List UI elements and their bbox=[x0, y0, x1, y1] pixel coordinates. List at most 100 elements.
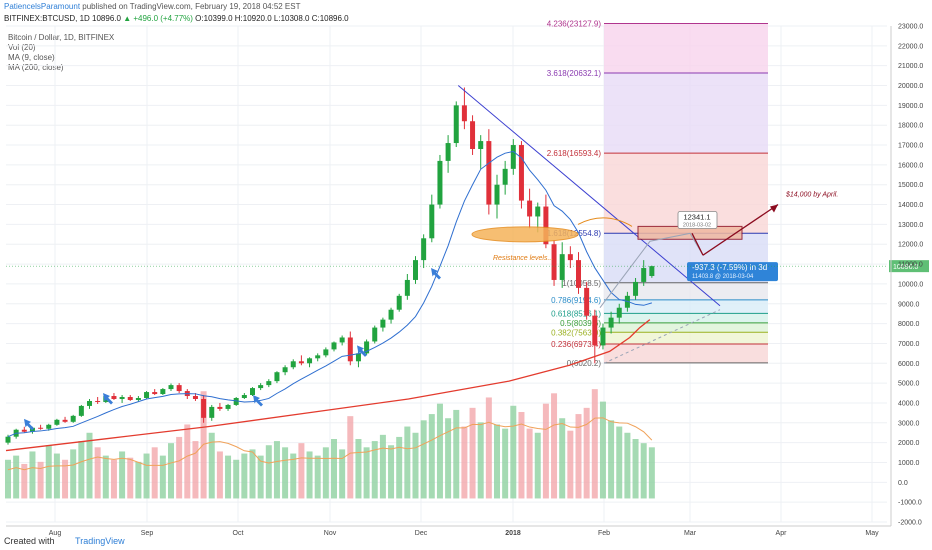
candle-body bbox=[437, 160, 443, 205]
candle-body bbox=[160, 389, 166, 395]
volume-bar bbox=[404, 426, 411, 499]
candle-body bbox=[347, 337, 353, 362]
tradingview-logo[interactable]: TradingView bbox=[75, 536, 125, 546]
volume-bar bbox=[640, 443, 647, 499]
resistance-label: Resistance levels... bbox=[493, 255, 553, 262]
candle-body bbox=[290, 361, 296, 368]
x-tick-label: May bbox=[865, 530, 879, 537]
projection-path bbox=[599, 232, 704, 309]
volume-bar bbox=[151, 447, 158, 499]
y-tick-label: -2000.0 bbox=[898, 520, 922, 527]
volume-bar bbox=[599, 401, 606, 499]
volume-bar bbox=[379, 434, 386, 499]
volume-bar bbox=[453, 409, 460, 499]
symbol-name: BITFINEX:BTCUSD, 1D bbox=[4, 14, 90, 23]
candle-body bbox=[87, 400, 92, 406]
volume-bar bbox=[371, 441, 378, 499]
last-price-tag bbox=[889, 260, 929, 273]
candle-body bbox=[380, 319, 386, 328]
volume-bar bbox=[347, 416, 354, 499]
volume-bar bbox=[591, 389, 598, 499]
volume-bar bbox=[551, 393, 558, 499]
volume-bar bbox=[45, 445, 52, 499]
candle-body bbox=[641, 268, 647, 282]
volume-bar bbox=[469, 407, 476, 499]
callout-top-box bbox=[677, 211, 718, 229]
volume-bar bbox=[648, 447, 655, 499]
y-tick-label: -1000.0 bbox=[898, 500, 922, 507]
volume-bar bbox=[331, 439, 337, 499]
volume-bar bbox=[273, 441, 280, 499]
candle-body bbox=[608, 317, 614, 328]
callout-top-value: 12341.1 bbox=[683, 213, 710, 222]
candle-body bbox=[258, 385, 264, 389]
volume-bar bbox=[575, 414, 582, 499]
y-tick-label: 20000.0 bbox=[898, 83, 923, 90]
candle-body bbox=[217, 406, 223, 409]
candle-body bbox=[266, 381, 272, 386]
candle-body bbox=[201, 398, 207, 418]
candle-body bbox=[649, 266, 655, 276]
volume-bar bbox=[388, 445, 395, 499]
volume-bar bbox=[339, 449, 346, 499]
volume-bar bbox=[396, 436, 403, 499]
fib-level-label: 0.618(8516.1) bbox=[551, 309, 601, 318]
y-tick-label: 8000.0 bbox=[898, 321, 920, 328]
legend-title: Bitcoin / Dollar, 1D, BITFINEX bbox=[8, 33, 115, 42]
candle-body bbox=[633, 281, 639, 296]
candle-body bbox=[396, 295, 402, 310]
x-tick-label: Mar bbox=[684, 530, 697, 537]
candle-body bbox=[5, 436, 11, 443]
candle-body bbox=[551, 244, 557, 280]
y-tick-label: 14000.0 bbox=[898, 202, 923, 209]
volume-bar bbox=[298, 443, 305, 499]
volume-bar bbox=[420, 420, 427, 499]
y-tick-label: 2000.0 bbox=[898, 440, 920, 447]
x-tick-label: Oct bbox=[233, 530, 244, 537]
candle-body bbox=[127, 397, 133, 400]
volume-bar bbox=[233, 459, 240, 499]
volume-bar bbox=[306, 451, 313, 499]
volume-bar bbox=[110, 459, 117, 499]
price-axis: 23000.0 22000.0 21000.0 20000.0 19000.0 18000… bbox=[6, 24, 923, 537]
volume-bar bbox=[78, 441, 85, 499]
volume-bar bbox=[102, 455, 109, 499]
candle-body bbox=[209, 406, 215, 418]
volume-bar bbox=[567, 430, 574, 499]
candle-body bbox=[535, 206, 541, 217]
callout-bottom-value: -937.3 (-7.59%) in 3d bbox=[692, 263, 767, 272]
candle-body bbox=[323, 349, 329, 356]
candle-body bbox=[527, 200, 533, 217]
candle-body bbox=[307, 358, 313, 364]
volume-bar bbox=[314, 455, 321, 499]
candle-body bbox=[600, 327, 606, 346]
candle-body bbox=[584, 287, 590, 316]
volume-bar bbox=[143, 453, 150, 499]
footer: Created with TradingView bbox=[4, 536, 125, 546]
candle-body bbox=[429, 204, 435, 239]
fib-zone bbox=[604, 313, 768, 323]
fib-level-label: 0(6020.2) bbox=[567, 359, 602, 368]
volume-bar bbox=[241, 453, 248, 499]
candle-body bbox=[339, 337, 345, 343]
volume-bar bbox=[13, 455, 20, 499]
x-tick-label: Apr bbox=[776, 530, 788, 537]
candle-body bbox=[576, 260, 581, 288]
volume-bar bbox=[53, 453, 60, 499]
candle-body bbox=[176, 385, 182, 392]
arrow-marker bbox=[431, 268, 441, 280]
volume-bar bbox=[29, 451, 36, 499]
candle-body bbox=[413, 260, 418, 280]
volume-bar bbox=[624, 432, 631, 499]
price-change: ▲ +496.0 (+4.77%) bbox=[123, 14, 193, 23]
author-link[interactable]: PatiencelsParamount bbox=[4, 2, 81, 11]
volume-bar bbox=[70, 449, 77, 499]
candle-body bbox=[46, 424, 52, 429]
callout-bottom-box bbox=[687, 262, 778, 282]
volume-bar bbox=[526, 428, 533, 499]
volume-bar bbox=[5, 459, 11, 499]
volume-bar bbox=[477, 422, 484, 499]
y-tick-label: 3000.0 bbox=[898, 420, 920, 427]
candle-body bbox=[62, 419, 68, 422]
